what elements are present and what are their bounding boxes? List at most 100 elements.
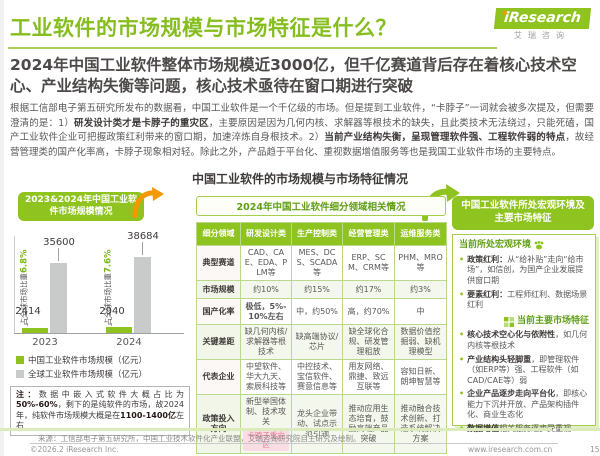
note-bold: 50%-60% [16,400,58,410]
cell: 缺高端协议/芯片 [291,324,343,360]
table-row: 代表企业 中望软件、华大九天、索辰科技等 中控技术、宝信软件、赛意信息等 用友网… [196,359,447,395]
row-label: 市场规模 [196,280,241,299]
table-row: 关键差距 缺几何内核/求解器等根技术 缺高端协议/芯片 缺全球化合规、研发管理粗… [196,324,447,360]
label-connector-dashed [111,317,112,326]
cell: 约15% [291,280,343,299]
intro-bold-2: 当前产业结构失衡，呈现管理软件强、工程软件弱的特点 [324,132,566,144]
bullet-bold: 要素红利： [467,289,508,299]
bullet-rest: ，即核心能力下沉并开放、产品架构插件化、商业生态化 [467,389,588,420]
row-label: 政策投入方向 [196,394,241,454]
global-value-2024: 38684 [127,231,159,242]
cell: 中望软件、华大九天、索辰科技等 [240,359,292,395]
section-title: 中国工业软件的市场规模与市场特征情况 [191,172,408,186]
legend-item-global: 全球工业软件市场规模（亿元） [16,367,192,380]
grid-chart-icon [503,316,514,327]
env-bullet: • 政策红利：从“给补贴”走向“给市场”，如信创，为国产企业发展提供窗口期 [459,255,589,287]
row-label: 代表企业 [196,359,241,395]
footer-accent-line [560,428,600,431]
macro-env-title: 当前所处宏观环境 [459,240,532,250]
row-label: 国产化率 [196,298,241,325]
note-text: 数据中嵌入式软件大概占比为 [38,390,185,399]
intro-text: 根据工信部电子第五研究所发布的数据看，中国工业软件是一个千亿级的市场。但是提到工… [10,103,594,129]
source-note: 来源：工信部电子第五研究所，中国工业技术软件化产业联盟，艾瑞咨询研究院自主研究及… [38,434,361,443]
iresearch-logo: iResearch 艾瑞咨询 [493,7,591,41]
left-edge-strip [0,0,4,456]
cell-policy-rd: 新型举国体制、技术攻关 卡脖子重灾区 [240,394,292,454]
cell: 高，约70% [342,298,395,325]
note-text: 左右 [16,410,184,431]
curved-arrow-orange-icon [132,187,164,218]
choke-point-tag: 卡脖子重灾区 [243,430,289,451]
global-bar-2023 [50,263,67,333]
bullet-dot-icon: • [459,354,465,364]
intro-text: ，主要原因是因为几何内核、求解器等根技术的缺失，且此类技术无法绕过，只能死磕，国… [10,117,594,144]
note-prefix: 注： [16,390,39,399]
website-url[interactable]: www.iresearch.com.cn [468,445,553,454]
note-bold: 1100-1400亿 [120,410,176,420]
row-label: 关键差距 [196,324,241,360]
cell: 缺几何内核/求解器等根技术 [240,324,292,360]
cell: 约3% [394,280,447,299]
right-panel-body: 当前所处宏观环境 • 政策红利：从“给补贴”走向“给市场”，如信创，为国产企业发… [452,234,596,433]
bullet-rest: 工程师红利、数据场景红利 [467,289,588,310]
table-title: 2024年中国工业软件细分领域相关情况 [196,196,446,216]
page-title: 工业软件的市场规模与市场特征是什么？ [10,16,397,40]
paw-icon [534,241,544,250]
cell: 中 [394,298,447,325]
col-production: 生产控制类 [291,222,343,246]
chart-y-axis [14,236,15,333]
bullet-bold: 产业结构头轻脚重 [467,354,532,364]
copyright: ©2026.2 iResearch Inc. [30,445,119,454]
cell: 缺全球化合规、研发管理粗放 [342,324,395,360]
cell: 中控技术、宝信软件、赛意信息等 [291,359,343,395]
feature-bullet: • 产业结构头轻脚重，即管理软件（如ERP等）强、工程软件（如CAD/CAE等）… [459,355,589,387]
source-divider [30,443,558,444]
legend-item-china: 中国工业软件市场规模（亿元） [16,353,192,366]
table-row: 市场规模 约10% 约15% 约17% 约3% [196,280,447,299]
cell: 龙头企业带动、试点示范引领 [291,394,343,454]
table-row: 政策投入方向 新型举国体制、技术攻关 卡脖子重灾区 龙头企业带动、试点示范引领 … [196,394,447,454]
bullet-dot-icon: • [459,254,465,264]
col-header: 细分领域 [196,222,241,246]
table-row: 国产化率 极低，5%-10%左右 中，约50% 高，约70% 中 [196,298,447,325]
bullet-text: 产业结构头轻脚重，即管理软件（如ERP等）强、工程软件（如CAD/CAE等）弱 [467,355,589,387]
cell: 用友网络、鼎捷、致远互联等 [342,359,395,395]
market-size-chart: 2023&2024年中国工业软件市场规模情况 占全球市场比重6.8% 35600… [8,190,192,436]
cell: 容知日新、朗坤智慧等 [394,359,447,395]
bullet-text: 核心技术空心化与依附性，如几何内核等根技术 [467,330,589,351]
label-connector [58,248,59,261]
cell: 约17% [342,280,395,299]
table-row: 典型赛道 CAD、CAE、EDA、PLM等 MES、DCS、SCADA等 ERP… [196,245,447,281]
x-tick-2023: 2023 [32,337,58,348]
slide-subtitle: 2024年中国工业软件整体市场规模近3000亿，但千亿赛道背后存在着核心技术空心… [10,56,577,96]
x-tick-2024: 2024 [116,337,142,348]
global-value-2023: 35600 [43,237,75,248]
bullet-bold: 核心技术空心化与依附性 [467,330,556,340]
segments-table: 细分领域 研发设计类 生产控制类 经营管理类 运维服务类 典型赛道 CAD、CA… [196,222,447,454]
bullet-dot-icon: • [459,289,465,299]
col-maintenance: 运维服务类 [394,222,447,246]
bullet-dot-icon: • [459,330,465,340]
bullet-rest: ，如几何内核等根技术 [467,330,588,351]
bullet-bold: 企业产品逐步走向平台化 [467,389,556,399]
intro-text: ，故经营管理类的国产化率高，卡脖子现象相对轻。除此之外，产品趋于平台化、重视数据… [10,132,594,159]
bullet-bold: 政策红利： [467,254,508,264]
label-connector [142,242,143,255]
table-header-row: 细分领域 研发设计类 生产控制类 经营管理类 运维服务类 [196,222,447,246]
note-text: ，剩下的是纯软件的市场，故2024年，纯软件市场规模大概是在 [16,400,184,420]
china-bar-2024 [106,327,132,333]
cell: PHM、MRO等 [394,245,447,281]
market-feature-title: 当前主要市场特征 [516,315,589,326]
bullet-rest: ，即管理软件（如ERP等）强、工程软件（如CAD/CAE等）弱 [467,354,580,385]
chart-note: 注：数据中嵌入式软件大概占比为50%-60%，剩下的是纯软件的市场，故2024年… [10,386,190,436]
legend-swatch-green [16,355,24,364]
col-rd: 研发设计类 [240,222,292,246]
page-number: 15 [590,445,600,454]
china-value-2024: 2940 [99,306,125,317]
cell: 推动应用生态培育，鼓励高端产品突破 [342,394,395,454]
logo-subtitle: 艾瑞咨询 [514,31,570,40]
cell: ERP、SCM、CRM等 [342,245,395,281]
env-bullet: • 要素红利：工程师红利、数据场景红利 [459,290,589,311]
cell: CAD、CAE、EDA、PLM等 [240,245,292,281]
